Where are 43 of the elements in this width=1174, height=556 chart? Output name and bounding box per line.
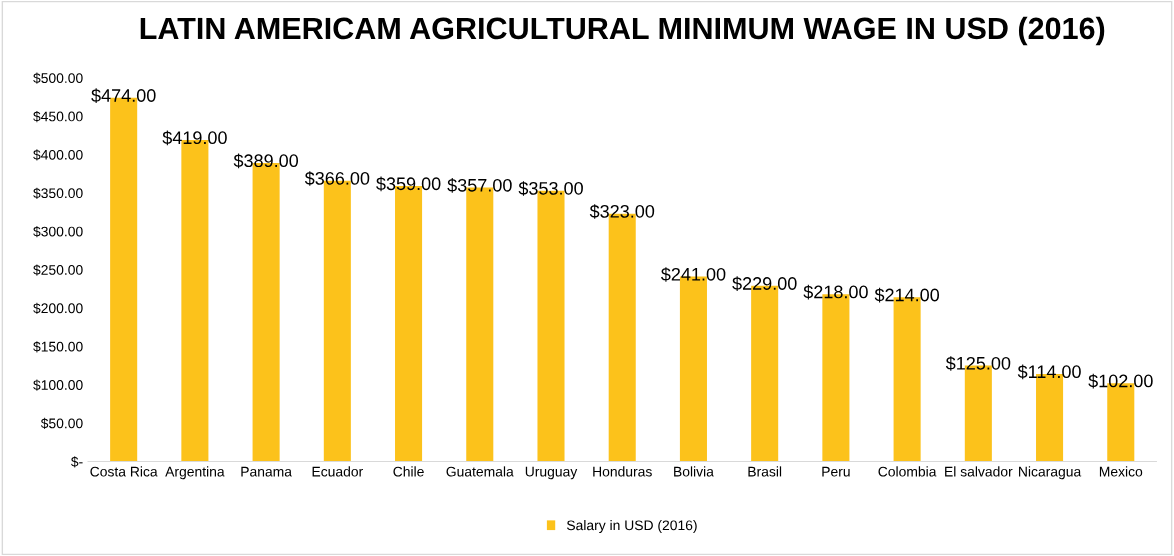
y-tick-label: $350.00 bbox=[33, 187, 83, 199]
y-tick-label: $250.00 bbox=[33, 264, 83, 276]
y-tick-label: $300.00 bbox=[33, 226, 83, 238]
y-tick-label: $50.00 bbox=[40, 417, 83, 430]
chart-title: LATIN AMERICAM AGRICULTURAL MINIMUM WAGE IN USD (2016) bbox=[140, 16, 1105, 46]
x-tick-label: Uruguay bbox=[525, 466, 578, 480]
x-tick-label: Colombia bbox=[878, 466, 937, 477]
x-tick-label: Ecuador bbox=[312, 466, 363, 477]
x-tick-label: Guatemala bbox=[446, 466, 514, 477]
data-label: $474.00 bbox=[91, 88, 156, 103]
y-tick-label: $500.00 bbox=[33, 72, 83, 84]
data-label: $419.00 bbox=[162, 130, 227, 146]
x-tick-label: Argentina bbox=[165, 466, 225, 480]
x-tick-label: Mexico bbox=[1099, 466, 1143, 477]
y-tick-label: $100.00 bbox=[33, 379, 83, 391]
data-label: $353.00 bbox=[518, 181, 583, 196]
x-tick-label: Panama bbox=[241, 466, 292, 477]
x-tick-label: El salvador bbox=[945, 466, 1013, 477]
data-label: $357.00 bbox=[447, 178, 512, 193]
y-tick-label: $450.00 bbox=[33, 110, 83, 123]
data-label: $241.00 bbox=[661, 267, 726, 282]
x-tick-label: Nicaragua bbox=[1019, 466, 1082, 480]
data-label: $114.00 bbox=[1017, 364, 1081, 380]
data-label: $323.00 bbox=[589, 204, 655, 219]
data-label: $389.00 bbox=[233, 153, 299, 169]
y-tick-label: $150.00 bbox=[33, 341, 83, 353]
x-tick-label: Brasil bbox=[748, 466, 782, 477]
data-label: $366.00 bbox=[304, 171, 370, 186]
data-label: $359.00 bbox=[376, 176, 441, 192]
data-label: $229.00 bbox=[732, 276, 797, 291]
data-label: $218.00 bbox=[803, 284, 868, 300]
y-tick-label: $- bbox=[70, 456, 83, 468]
data-label: $214.00 bbox=[874, 287, 940, 303]
y-tick-label: $200.00 bbox=[33, 302, 83, 315]
y-tick-label: $400.00 bbox=[33, 149, 83, 161]
x-tick-label: Honduras bbox=[593, 466, 652, 477]
x-tick-label: Chile bbox=[393, 466, 424, 477]
legend-label: Salary in USD (2016) bbox=[566, 520, 697, 533]
x-tick-label: Costa Rica bbox=[90, 466, 158, 477]
data-label: $102.00 bbox=[1088, 373, 1153, 389]
data-label: $125.00 bbox=[945, 356, 1011, 371]
x-tick-label: Bolivia bbox=[674, 466, 714, 477]
x-tick-label: Peru bbox=[822, 466, 850, 477]
